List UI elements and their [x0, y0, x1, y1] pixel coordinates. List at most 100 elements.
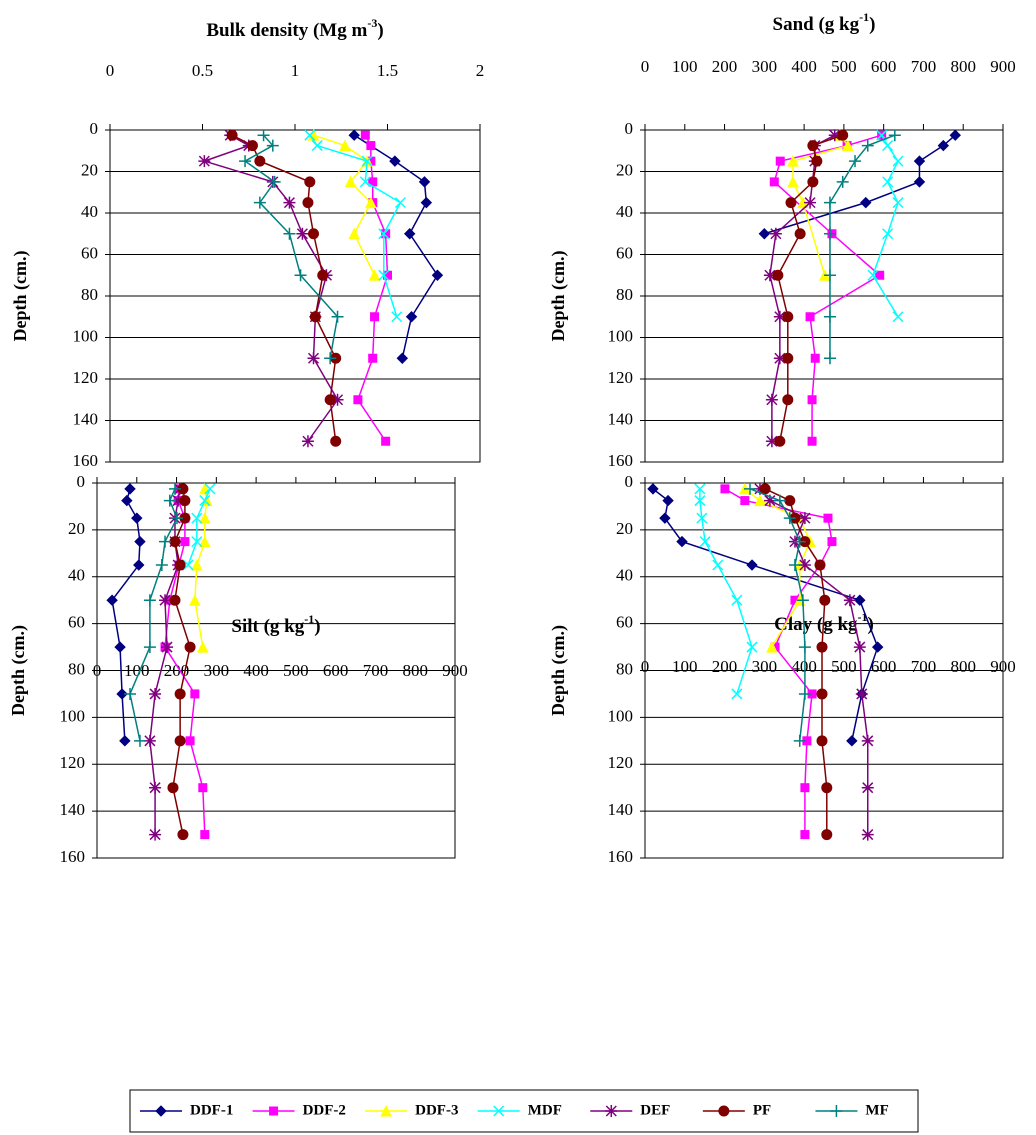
- marker: [821, 782, 833, 794]
- legend-label: DDF-3: [415, 1102, 458, 1118]
- legend-label: MDF: [528, 1102, 562, 1118]
- x-tick-label: 700: [363, 661, 389, 680]
- marker: [804, 196, 817, 209]
- chart-title: Bulk density (Mg m-3): [206, 16, 383, 42]
- x-tick-label: 0.5: [192, 61, 213, 80]
- marker: [720, 484, 730, 494]
- marker: [828, 129, 841, 142]
- marker: [810, 353, 820, 363]
- x-tick-label: 400: [243, 661, 269, 680]
- marker: [174, 735, 186, 747]
- marker: [798, 559, 811, 572]
- marker: [892, 197, 904, 209]
- marker: [773, 352, 786, 365]
- y-tick-label: 80: [68, 659, 85, 678]
- marker: [268, 175, 281, 188]
- marker: [819, 594, 831, 606]
- legend-label: DEF: [640, 1102, 670, 1118]
- marker: [301, 435, 314, 448]
- marker: [805, 312, 815, 322]
- marker: [283, 196, 296, 209]
- x-tick-label: 500: [831, 57, 857, 76]
- marker: [198, 512, 211, 524]
- marker: [184, 641, 196, 653]
- marker: [177, 829, 189, 841]
- marker: [339, 139, 351, 152]
- marker: [257, 129, 270, 142]
- marker: [418, 176, 431, 188]
- marker: [823, 352, 836, 365]
- marker: [769, 227, 782, 240]
- marker: [888, 129, 901, 142]
- legend-label: MF: [865, 1102, 888, 1118]
- marker: [773, 310, 786, 323]
- y-tick-label: 140: [60, 800, 86, 819]
- series-line: [353, 134, 439, 359]
- marker: [396, 352, 409, 364]
- marker: [359, 176, 371, 188]
- marker: [239, 155, 252, 168]
- marker: [134, 535, 146, 548]
- marker: [106, 594, 118, 606]
- y-axis-label: Depth (cm.): [548, 625, 569, 716]
- marker: [170, 512, 183, 525]
- marker: [823, 227, 836, 240]
- y-tick-label: 120: [608, 753, 634, 772]
- marker: [317, 269, 329, 281]
- marker: [324, 394, 336, 406]
- marker: [892, 155, 904, 167]
- marker: [787, 175, 799, 188]
- marker: [882, 176, 894, 188]
- marker: [836, 175, 849, 188]
- marker: [798, 512, 811, 525]
- title-text: Bulk density (Mg m: [206, 20, 367, 41]
- series-line: [309, 134, 402, 317]
- marker: [368, 269, 381, 281]
- marker: [182, 559, 194, 571]
- marker: [431, 269, 444, 281]
- marker: [403, 228, 416, 240]
- title-text: Sand (g kg: [773, 14, 860, 35]
- marker: [114, 641, 126, 653]
- marker: [172, 494, 185, 507]
- title-text: Silt (g kg: [231, 616, 304, 637]
- y-tick-label: 120: [60, 753, 86, 772]
- x-tick-label: 600: [323, 661, 349, 680]
- x-tick-label: 200: [712, 57, 738, 76]
- marker: [774, 435, 786, 447]
- marker: [226, 129, 238, 141]
- marker: [782, 311, 794, 323]
- title-end: ): [377, 20, 383, 41]
- x-tick-label: 600: [871, 657, 897, 676]
- marker: [842, 139, 854, 152]
- marker: [167, 782, 179, 794]
- marker: [892, 311, 904, 323]
- marker: [180, 537, 190, 547]
- x-tick-label: 800: [402, 661, 428, 680]
- marker: [344, 175, 357, 188]
- marker: [174, 688, 186, 700]
- y-tick-label: 40: [81, 202, 98, 221]
- marker: [861, 139, 874, 152]
- x-tick-label: 2: [476, 61, 485, 80]
- marker: [843, 594, 856, 607]
- marker: [149, 781, 162, 794]
- marker: [849, 155, 862, 168]
- y-axis-label: Depth (cm.): [10, 251, 31, 342]
- marker: [794, 228, 806, 240]
- y-tick-label: 80: [616, 659, 633, 678]
- marker: [816, 641, 828, 653]
- marker: [304, 176, 316, 188]
- marker: [807, 436, 817, 446]
- marker: [405, 311, 418, 323]
- y-tick-label: 120: [608, 368, 634, 387]
- y-tick-label: 0: [625, 119, 634, 138]
- marker: [800, 830, 810, 840]
- marker: [837, 129, 849, 141]
- marker: [796, 594, 809, 607]
- marker: [331, 310, 344, 323]
- marker: [647, 483, 659, 495]
- marker: [191, 536, 203, 548]
